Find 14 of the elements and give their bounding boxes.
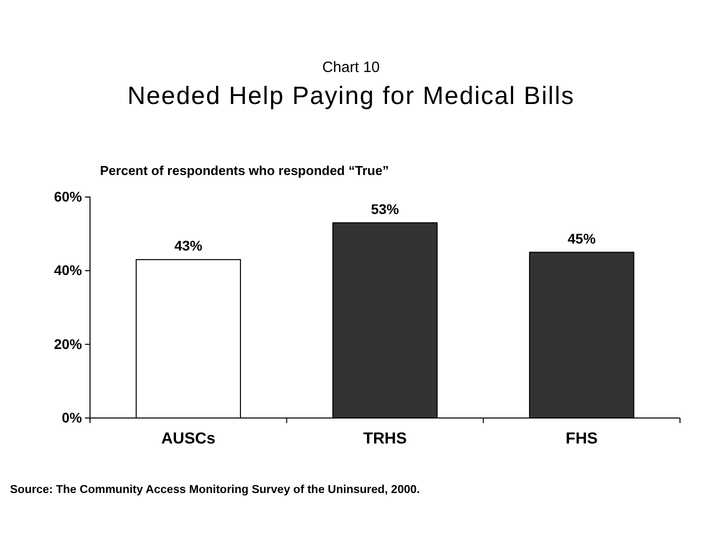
y-tick-label: 60% — [54, 188, 83, 204]
source-note: Source: The Community Access Monitoring Survey of the Uninsured, 2000. — [10, 484, 420, 496]
chart-subtitle: Chart 10 — [322, 59, 380, 76]
x-tick-label: AUSCs — [161, 430, 216, 448]
data-label: 43% — [174, 238, 203, 254]
y-tick-label: 40% — [54, 262, 83, 278]
y-tick-label: 0% — [62, 409, 83, 426]
x-tick-label: TRHS — [363, 430, 408, 448]
chart-title: Needed Help Paying for Medical Bills — [127, 82, 575, 110]
y-tick-label: 20% — [54, 336, 83, 352]
data-label: 45% — [568, 230, 596, 246]
data-label: 53% — [370, 200, 400, 217]
x-tick-label: FHS — [566, 430, 598, 448]
y-axis-title: Percent of respondents who responded “True” — [100, 163, 389, 178]
